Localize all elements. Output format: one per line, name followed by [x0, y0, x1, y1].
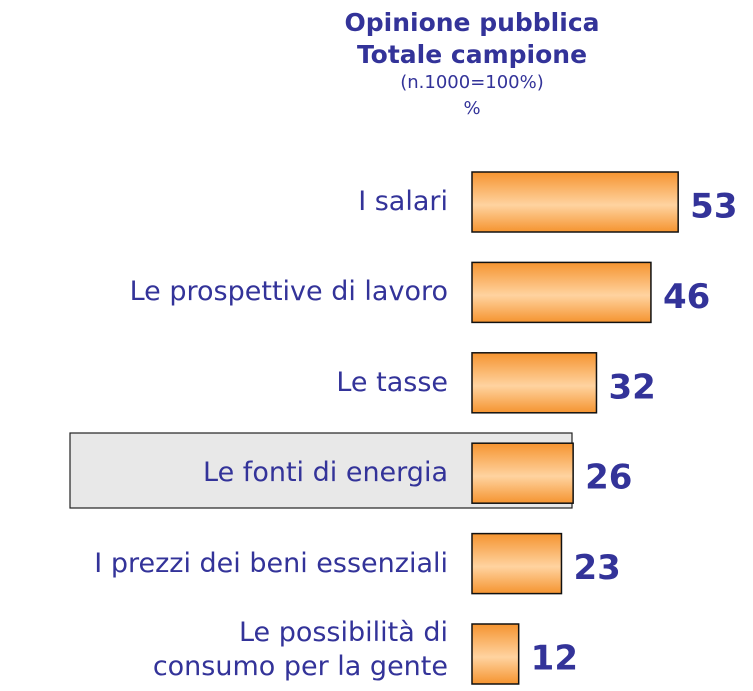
value-label: 12 [531, 639, 578, 679]
value-label: 32 [608, 367, 655, 407]
category-label: Le fonti di energia [203, 457, 448, 489]
value-label: 23 [573, 548, 620, 588]
bar [471, 261, 652, 324]
value-label: 46 [663, 277, 710, 317]
category-label: Le possibilità di consumo per la gente [152, 617, 448, 682]
subtitle: % [463, 98, 481, 119]
category-label: Le prospettive di lavoro [129, 276, 448, 308]
subtitle: (n.1000=100%) [400, 72, 544, 93]
bar [471, 623, 520, 685]
title: Totale campione [356, 40, 588, 69]
bar [471, 532, 563, 595]
title: Opinione pubblica [344, 8, 600, 37]
category-label: I salari [358, 186, 448, 217]
value-label: 26 [585, 458, 632, 498]
bar [471, 442, 574, 504]
category-label: I prezzi dei beni essenziali [94, 547, 448, 579]
category-label: Le tasse [336, 366, 448, 398]
value-label: 53 [690, 187, 737, 227]
bar [471, 171, 679, 233]
bar [471, 352, 598, 414]
